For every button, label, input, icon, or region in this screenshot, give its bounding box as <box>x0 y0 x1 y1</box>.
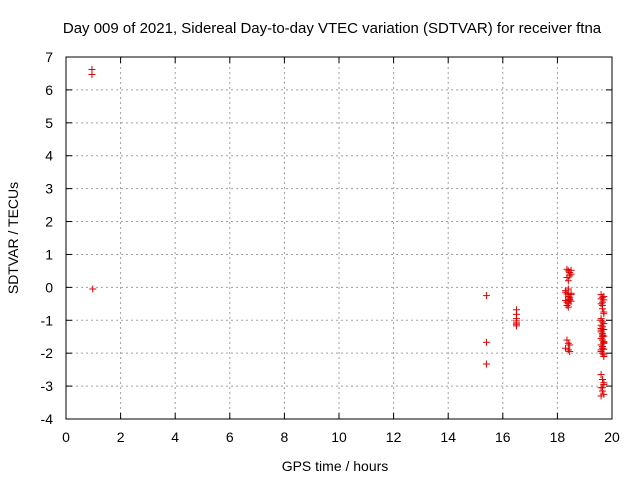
data-point <box>598 333 606 341</box>
data-point <box>563 301 571 309</box>
data-point <box>89 285 97 293</box>
y-tick-label: 1 <box>45 246 53 262</box>
data-point <box>600 379 608 387</box>
x-tick-label: 4 <box>171 429 179 445</box>
data-point <box>564 303 572 311</box>
data-point <box>482 292 490 300</box>
data-point <box>564 277 572 285</box>
data-point <box>597 326 605 334</box>
x-tick-label: 20 <box>604 429 620 445</box>
x-tick-label: 10 <box>331 429 347 445</box>
data-point <box>566 296 574 304</box>
grid <box>66 57 612 419</box>
data-point <box>563 336 571 344</box>
data-point <box>482 338 490 346</box>
x-tick-label: 18 <box>550 429 566 445</box>
data-point <box>597 316 605 324</box>
y-tick-label: 6 <box>45 82 53 98</box>
x-tick-label: 8 <box>281 429 289 445</box>
y-tick-label: 0 <box>45 279 53 295</box>
y-tick-label: 5 <box>45 115 53 131</box>
data-point <box>567 266 575 274</box>
y-axis-label: SDTVAR / TECUs <box>5 182 21 294</box>
chart-title: Day 009 of 2021, Sidereal Day-to-day VTE… <box>63 20 602 37</box>
data-point <box>564 339 572 347</box>
data-point <box>567 297 575 305</box>
data-point <box>567 289 575 297</box>
data-point <box>597 346 605 354</box>
y-tick-label: -4 <box>41 411 54 427</box>
y-tick-label: 3 <box>45 181 53 197</box>
x-tick-label: 0 <box>62 429 70 445</box>
data-point <box>598 298 606 306</box>
y-tick-label: -3 <box>41 378 54 394</box>
data-point <box>512 322 520 330</box>
data-point <box>600 308 608 316</box>
x-tick-label: 2 <box>117 429 125 445</box>
data-point <box>88 70 96 78</box>
x-tick-label: 14 <box>440 429 456 445</box>
data-points <box>88 66 608 400</box>
data-point <box>598 344 606 352</box>
y-tick-label: 4 <box>45 148 53 164</box>
x-tick-label: 16 <box>495 429 511 445</box>
data-point <box>566 272 574 280</box>
data-point <box>600 293 608 301</box>
x-tick-label: 12 <box>386 429 402 445</box>
y-tick-label: 7 <box>45 49 53 65</box>
data-point <box>597 392 605 400</box>
x-axis-label: GPS time / hours <box>282 458 389 474</box>
data-point <box>600 352 608 360</box>
data-point <box>566 341 574 349</box>
data-point <box>482 360 490 368</box>
y-tick-label: -2 <box>41 345 54 361</box>
data-point <box>598 376 606 384</box>
data-point <box>564 285 572 293</box>
data-point <box>564 346 572 354</box>
y-tick-label: -1 <box>41 312 54 328</box>
data-point <box>597 371 605 379</box>
data-point <box>598 384 606 392</box>
data-point <box>600 339 608 347</box>
y-tick-label: 2 <box>45 214 53 230</box>
x-tick-label: 6 <box>226 429 234 445</box>
data-point <box>566 348 574 356</box>
